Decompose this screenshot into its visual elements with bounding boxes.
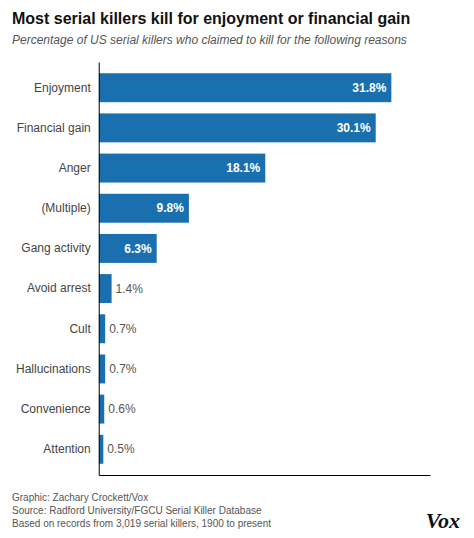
- bar: [99, 73, 392, 102]
- y-tick-label: Hallucinations: [16, 362, 91, 376]
- data-label: 0.5%: [107, 442, 135, 456]
- y-tick-label: Avoid arrest: [27, 281, 91, 295]
- data-label: 0.7%: [109, 322, 137, 336]
- y-tick-label: Cult: [69, 322, 91, 336]
- title: Most serial killers kill for enjoyment o…: [12, 10, 410, 27]
- y-tick-label: Convenience: [21, 402, 91, 416]
- data-label: 9.8%: [157, 201, 185, 215]
- y-tick: Attention: [43, 442, 90, 456]
- data-labels: 31.8% 30.1% 18.1% 9.8% 6.3% 1.4% 0.7% 0.7% 0.6% 0…: [107, 81, 386, 457]
- text-line: Most serial killers kill for enjoyment o…: [12, 10, 410, 27]
- y-tick: Hallucinations: [16, 362, 91, 376]
- chart-svg: Most serial killers kill for enjoyment o…: [0, 0, 474, 538]
- y-tick: Cult: [69, 322, 91, 336]
- subtitle: Percentage of US serial killers who clai…: [12, 33, 407, 47]
- y-tick-label: Gang activity: [21, 241, 90, 255]
- chart-container: Most serial killers kill for enjoyment o…: [0, 0, 474, 538]
- y-axis-line: [99, 63, 100, 476]
- text-line: Percentage of US serial killers who clai…: [12, 33, 407, 47]
- y-tick-label: (Multiple): [41, 201, 90, 215]
- bar: [99, 194, 189, 223]
- y-tick-label: Enjoyment: [34, 81, 91, 95]
- y-tick: Convenience: [21, 402, 91, 416]
- data-label: 30.1%: [337, 121, 371, 135]
- data-label: 6.3%: [124, 242, 152, 256]
- bar: [99, 154, 266, 183]
- data-label: 31.8%: [352, 81, 386, 95]
- y-tick-label: Anger: [59, 161, 91, 175]
- bars: [99, 73, 392, 464]
- footer-line: Graphic: Zachary Crockett/Vox: [12, 492, 148, 503]
- y-tick: (Multiple): [41, 201, 90, 215]
- y-tick: Financial gain: [17, 121, 91, 135]
- data-label: 18.1%: [226, 161, 260, 175]
- bar: [99, 274, 112, 303]
- data-label: 0.6%: [108, 402, 136, 416]
- x-axis-line: [99, 475, 430, 476]
- y-tick: Gang activity: [21, 241, 90, 255]
- x-axis: [99, 475, 430, 476]
- y-tick: Avoid arrest: [27, 281, 91, 295]
- y-axis: Enjoyment Financial gain Anger (Multiple) Ga…: [16, 63, 99, 476]
- footer-line: Source: Radford University/FGCU Serial K…: [12, 505, 262, 516]
- data-label: 0.7%: [109, 362, 137, 376]
- data-label: 1.4%: [116, 282, 144, 296]
- y-tick: Enjoyment: [34, 81, 91, 95]
- footer-line: Based on records from 3,019 serial kille…: [12, 518, 271, 529]
- y-tick: Anger: [59, 161, 91, 175]
- logo: Vox: [426, 508, 460, 533]
- y-tick-label: Financial gain: [17, 121, 91, 135]
- bar: [99, 234, 157, 263]
- y-tick-label: Attention: [43, 442, 90, 456]
- bar: [99, 113, 376, 142]
